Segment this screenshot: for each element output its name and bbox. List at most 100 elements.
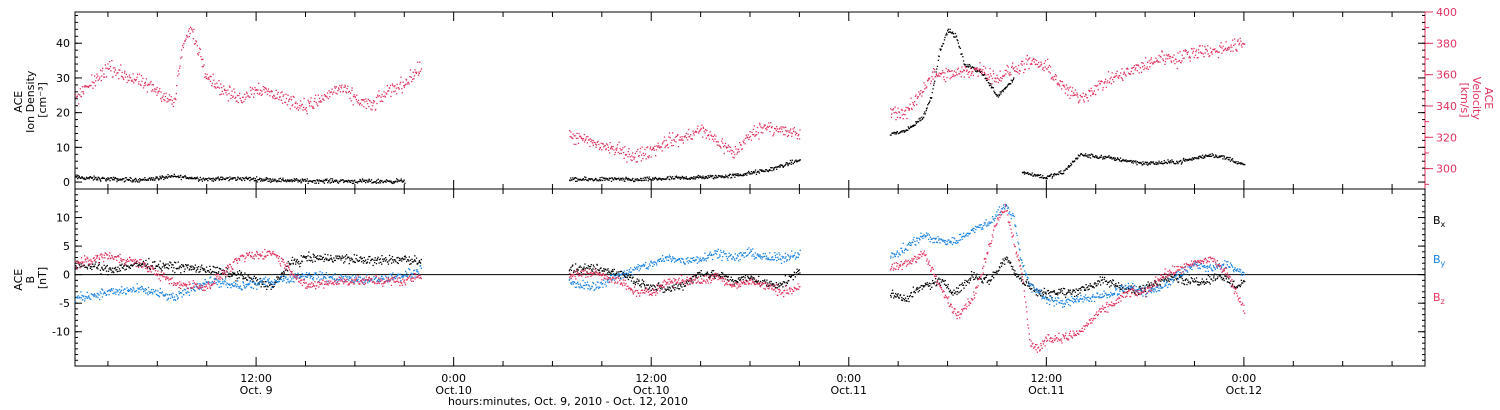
data-point [1098,280,1100,282]
data-point [1189,281,1192,283]
data-point [612,146,614,148]
data-point [1164,63,1166,65]
data-point [791,132,793,135]
data-point [150,291,152,293]
data-point [1222,278,1225,280]
data-point [127,265,129,267]
data-point [289,179,291,181]
data-point [1005,69,1007,72]
data-point [239,274,241,276]
data-point [1077,96,1079,98]
data-point [199,176,201,179]
data-point [929,285,931,287]
data-point [98,294,100,296]
data-point [330,254,332,257]
data-point [1080,153,1083,155]
data-point [644,285,646,287]
data-point [725,174,727,176]
data-point [1024,172,1026,174]
data-point [662,291,664,293]
data-point [127,179,130,181]
data-point [963,69,966,72]
data-point [602,143,604,145]
data-point [1107,156,1109,158]
data-point [1237,40,1239,42]
data-point [1163,162,1166,164]
data-point [770,280,772,282]
data-point [270,90,273,92]
data-point [1053,290,1055,292]
data-point [349,259,351,262]
data-point [1197,49,1200,51]
data-point [387,180,390,182]
data-point [140,285,143,288]
data-point [678,177,680,179]
data-point [939,48,941,50]
data-point [383,180,386,182]
data-point [118,179,120,181]
data-point [581,269,583,271]
data-point [675,135,678,138]
data-point [200,284,202,286]
data-point [1013,269,1015,271]
data-point [1155,161,1157,163]
data-point [995,270,998,272]
data-point [792,128,794,130]
data-point [1090,95,1092,97]
data-point [1176,277,1179,280]
data-point [84,266,86,268]
data-point [1174,275,1176,277]
data-point [1160,56,1162,58]
data-point [414,260,417,262]
data-point [232,271,234,274]
data-point [372,264,374,267]
data-point [616,178,619,180]
data-point [1066,292,1068,294]
data-point [232,285,234,287]
data-point [991,275,994,277]
data-point [963,76,965,78]
data-point [707,134,709,137]
data-point [1143,64,1145,67]
data-point [403,85,405,87]
data-point [77,174,79,177]
data-point [974,278,976,280]
data-point [948,288,950,290]
data-point [1051,177,1053,179]
data-point [337,182,340,184]
data-point [655,177,658,180]
data-point [726,275,728,278]
data-point [76,296,79,298]
data-point [355,181,358,183]
data-point [139,178,141,180]
data-point [1186,283,1188,286]
data-point [106,67,108,70]
data-point [135,177,137,180]
data-point [1085,153,1087,155]
data-point [907,107,910,110]
data-point [1227,46,1230,49]
data-point [1042,177,1044,179]
data-point [1078,100,1080,103]
data-point [739,279,742,281]
data-point [230,283,232,285]
data-point [645,284,648,286]
data-point [904,110,906,112]
data-point [585,273,587,275]
data-point [110,70,112,72]
data-point [166,267,169,269]
data-point [341,179,343,182]
data-point [946,76,948,79]
data-point [190,26,192,28]
data-point [603,268,605,270]
data-point [1130,73,1132,75]
data-point [1208,55,1210,58]
data-point [363,180,365,182]
data-point [305,107,307,109]
data-point [266,178,268,180]
data-point [1212,154,1215,156]
data-point [320,258,322,261]
data-point [325,179,328,181]
data-point [1213,49,1215,51]
